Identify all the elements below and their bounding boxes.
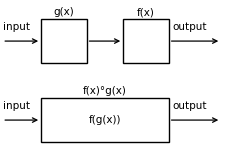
Bar [41, 19, 86, 63]
Bar [123, 19, 168, 63]
Bar [41, 98, 168, 142]
Text: output: output [171, 22, 206, 32]
Text: f(x)°g(x): f(x)°g(x) [83, 86, 126, 96]
Text: g(x): g(x) [53, 7, 74, 17]
Text: input: input [3, 22, 30, 32]
Text: f(g(x)): f(g(x)) [88, 115, 121, 125]
Text: f(x): f(x) [136, 7, 154, 17]
Text: input: input [3, 101, 30, 111]
Text: output: output [171, 101, 206, 111]
